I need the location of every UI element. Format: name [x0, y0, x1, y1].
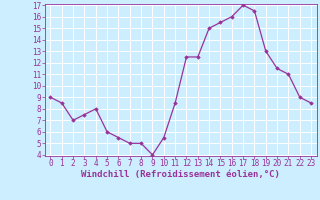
X-axis label: Windchill (Refroidissement éolien,°C): Windchill (Refroidissement éolien,°C): [81, 170, 280, 179]
